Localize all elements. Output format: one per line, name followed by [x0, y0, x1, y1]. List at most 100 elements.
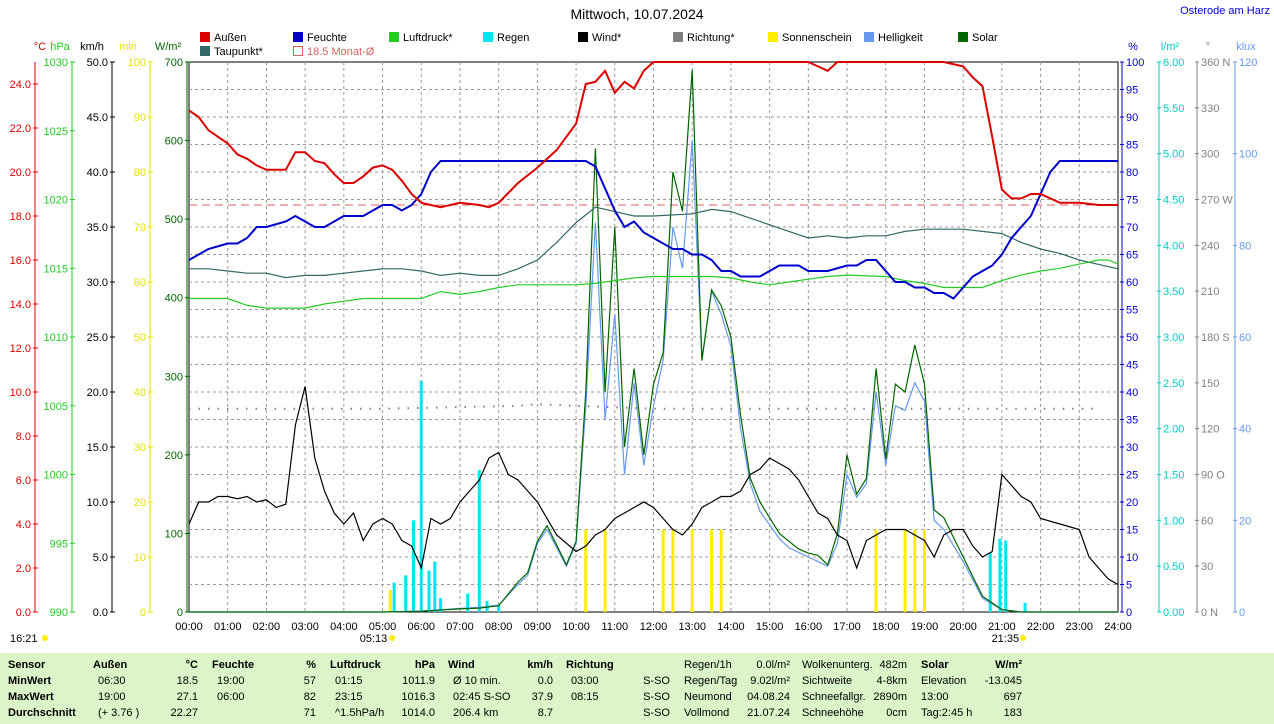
stats-cell-value: 1014.0	[401, 707, 435, 719]
legend-item-helligkeit: Helligkeit	[864, 32, 923, 44]
stats-cell-value: 1016.3	[401, 691, 435, 703]
axis-tick-label: 15.0	[87, 442, 108, 454]
stats-cell-time: 13:00	[921, 691, 949, 703]
axis-tick-label: 1030	[44, 57, 68, 69]
stats-cell-time: 08:15	[571, 691, 599, 703]
stats-column-header: Außen	[93, 659, 128, 671]
axis-tick-label: 60	[134, 277, 146, 289]
legend-item-richtung: Richtung*	[673, 32, 735, 44]
axis-tick-label: 0.50	[1163, 561, 1184, 573]
sunshine-bar	[603, 529, 607, 612]
legend-item-sonnenschein: Sonnenschein	[768, 32, 852, 44]
stats-rain-value: 0.0l/m²	[756, 659, 790, 671]
series-line-helligkeit	[189, 139, 1118, 613]
x-tick-label: 15:00	[756, 621, 784, 633]
sunshine-bar	[719, 529, 723, 612]
legend-item-monat-avg: 18.5 Monat-Ø	[293, 46, 374, 58]
axis-tick-label: 22.0	[10, 123, 31, 135]
legend: Außen Feuchte Luftdruck* Regen Wind* Ric…	[0, 0, 1274, 60]
axis-tick-label: 55	[1126, 305, 1138, 317]
axis-unit-label: min	[119, 41, 137, 53]
stats-cloud-value: 482m	[879, 659, 907, 671]
axis-tick-label: 40	[1126, 387, 1138, 399]
axis-tick-label: 75	[1126, 195, 1138, 207]
axis-tick-label: 1025	[44, 126, 68, 138]
stats-cell-time: 23:15	[335, 691, 363, 703]
sunrise-icon	[389, 635, 396, 641]
axis-tick-label: 50	[1126, 332, 1138, 344]
axis-tick-label: 180 S	[1201, 332, 1230, 344]
sunshine-bar	[584, 529, 588, 612]
series-line-feuchte	[188, 160, 1118, 300]
axis-tick-label: 1015	[44, 263, 68, 275]
stats-column-unit: W/m²	[995, 659, 1022, 671]
stats-rain-label: Regen/Tag	[684, 675, 738, 687]
axis-tick-label: 2.0	[16, 563, 31, 575]
axis-tick-label: 300	[165, 371, 183, 383]
sunset-icon	[1020, 635, 1027, 641]
axis-tick-label: 65	[1126, 250, 1138, 262]
axis-tick-label: 0	[140, 607, 146, 619]
axis-tick-label: 50	[134, 332, 146, 344]
stats-cell-time: 06:00	[217, 691, 245, 703]
stats-row-label: Durchschnitt	[8, 707, 76, 719]
axis-unit-label: km/h	[80, 41, 104, 53]
axis-unit-label: W/m²	[155, 41, 182, 53]
stats-row-label: MinWert	[8, 675, 52, 687]
axis-tick-label: 100	[165, 528, 183, 540]
axis-tick-label: 95	[1126, 85, 1138, 97]
axis-tick-label: 40	[1239, 424, 1251, 436]
rain-bar	[998, 538, 1002, 612]
axis-unit-label: °C	[34, 41, 46, 53]
axis-tick-label: 60	[1201, 515, 1213, 527]
stats-cell-time: ^1.5hPa/h	[335, 707, 385, 719]
axis-tick-label: 120	[1201, 424, 1219, 436]
x-tick-label: 16:00	[795, 621, 823, 633]
sunshine-bar	[710, 529, 714, 612]
legend-swatch	[200, 46, 210, 56]
legend-item-regen: Regen	[483, 32, 529, 44]
axis-unit-label: l/m²	[1161, 41, 1180, 53]
x-tick-label: 13:00	[678, 621, 706, 633]
stats-rain-label: Neumond	[684, 691, 732, 703]
stats-cloud-value: 4-8km	[876, 675, 907, 687]
stats-cell-time: 206.4 km	[453, 707, 499, 719]
stats-cell-time: (+ 3.76 )	[98, 707, 140, 719]
chart-title: Mittwoch, 10.07.2024	[570, 6, 704, 22]
axis-tick-label: 150	[1201, 378, 1219, 390]
legend-swatch	[958, 32, 968, 42]
stats-column-unit: hPa	[414, 659, 435, 671]
stats-column-header: Richtung	[566, 659, 614, 671]
x-tick-label: 09:00	[524, 621, 552, 633]
axis-tick-label: 100	[128, 57, 146, 69]
legend-swatch	[864, 32, 874, 42]
stats-table: Sensor MinWert MaxWert Durchschnitt Außen °C 0…	[0, 653, 1274, 724]
axis-tick-label: 18.0	[10, 211, 31, 223]
stats-cell-value: 57	[303, 675, 316, 687]
axis-tick-label: 2.00	[1163, 424, 1184, 436]
axis-tick-label: 60	[1126, 277, 1138, 289]
stats-row-label: Sensor	[8, 659, 46, 671]
axis-tick-label: 20	[1126, 497, 1138, 509]
x-tick-label: 06:00	[407, 621, 435, 633]
stats-cell-time: 19:00	[217, 675, 245, 687]
rain-bar	[497, 604, 501, 612]
axis-tick-label: 4.00	[1163, 240, 1184, 252]
axis-tick-label: 20.0	[10, 167, 31, 179]
x-tick-label: 05:00	[369, 621, 397, 633]
stats-row-label: MaxWert	[8, 691, 54, 703]
stats-rain-label: Vollmond	[684, 707, 730, 719]
axis-tick-label: 90 O	[1201, 470, 1225, 482]
axis-tick-label: 2.50	[1163, 378, 1184, 390]
axis-tick-label: 10.0	[10, 387, 31, 399]
location-link[interactable]: Osterode am Harz	[1180, 5, 1270, 17]
axis-tick-label: 60	[1239, 332, 1251, 344]
legend-swatch	[293, 32, 303, 42]
axis-tick-label: 80	[134, 167, 146, 179]
axis-unit-label: klux	[1236, 41, 1256, 53]
axis-tick-label: 600	[165, 136, 183, 148]
stats-rain-label: Regen/1h	[684, 659, 732, 671]
sunshine-bar	[661, 529, 665, 612]
axis-tick-label: 700	[165, 57, 183, 69]
axis-unit-label: %	[1128, 41, 1138, 53]
